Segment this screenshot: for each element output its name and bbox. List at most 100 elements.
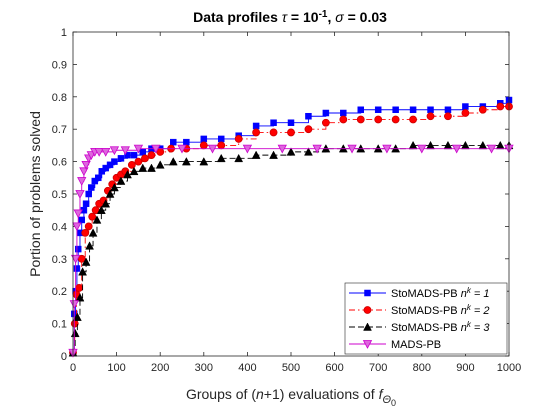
data-point (75, 284, 84, 292)
x-axis-label: Groups of (n+1) evaluations of fΘ0 (186, 386, 396, 408)
data-point (79, 167, 89, 177)
data-point (277, 144, 287, 154)
data-point (70, 254, 81, 264)
data-point (322, 109, 330, 117)
data-point (85, 241, 94, 250)
data-point (147, 163, 156, 172)
data-point (92, 215, 102, 224)
y-tick-label: 1 (61, 27, 67, 39)
data-point (75, 293, 85, 302)
data-point (88, 184, 95, 191)
x-tick-label: 400 (238, 362, 256, 374)
data-point (110, 182, 119, 192)
data-point (74, 245, 82, 253)
data-point (234, 153, 244, 163)
x-tick-label: 600 (325, 362, 343, 374)
data-point (155, 160, 165, 169)
data-point (374, 115, 383, 124)
data-point (181, 157, 191, 166)
data-point (304, 125, 313, 134)
data-point (101, 199, 111, 208)
data-point (85, 190, 92, 198)
data-point (217, 141, 226, 150)
data-point (269, 150, 278, 159)
x-tick-label: 200 (151, 362, 169, 374)
y-tick-label: 0.6 (52, 157, 67, 169)
legend-label: StoMADS-PB nk = 3 (391, 320, 490, 334)
data-point (444, 106, 452, 114)
data-point (130, 151, 138, 159)
x-tick-label: 500 (282, 362, 300, 374)
data-point (78, 216, 85, 224)
data-point (170, 138, 177, 146)
data-point (234, 135, 243, 143)
data-point (304, 147, 313, 156)
x-tick-label: 300 (195, 362, 213, 374)
data-point (409, 106, 417, 114)
axes-frame (72, 31, 510, 357)
data-point (139, 148, 147, 156)
data-point (138, 163, 148, 172)
data-point (199, 157, 209, 166)
legend-marker (363, 322, 372, 331)
x-tick-label: 0 (70, 362, 76, 374)
data-point (216, 153, 226, 163)
legend-label: MADS-PB (391, 339, 441, 351)
data-point (88, 228, 98, 237)
data-point (417, 144, 427, 154)
data-point (116, 176, 126, 185)
data-point (347, 144, 357, 154)
axis-ticks: 0 100 200 300 400 500 600 700 800 900 1000 0 0.1 0.2 0… (52, 27, 522, 374)
data-point (207, 144, 218, 154)
data-point (287, 119, 295, 126)
data-point (357, 106, 365, 114)
data-point (127, 160, 136, 169)
data-point (409, 115, 417, 124)
data-point (81, 160, 91, 170)
data-point (73, 209, 83, 219)
data-point (251, 150, 261, 159)
y-tick-label: 0.1 (52, 319, 67, 331)
data-point (496, 102, 505, 111)
data-point (111, 158, 118, 165)
data-point (177, 144, 187, 154)
data-point (151, 144, 161, 154)
y-tick-label: 0.7 (52, 124, 67, 136)
x-tick-label: 1000 (497, 362, 521, 374)
y-tick-label: 0.5 (52, 189, 67, 201)
data-point (269, 128, 278, 137)
legend-label: StoMADS-PB nk = 2 (391, 303, 489, 317)
data-point (77, 177, 87, 186)
data-point (427, 106, 434, 114)
data-point (478, 105, 487, 114)
data-point (109, 146, 120, 156)
data-point (199, 141, 208, 150)
y-tick-label: 0.4 (52, 221, 67, 233)
data-point (452, 144, 462, 154)
data-point (105, 189, 115, 198)
data-point (374, 106, 382, 114)
y-tick-label: 0.2 (52, 286, 67, 298)
data-point (287, 128, 295, 137)
y-axis-label: Portion of problems solved (27, 111, 43, 277)
data-point (147, 151, 156, 160)
data-point (217, 135, 225, 143)
data-point (95, 174, 102, 182)
data-point (305, 112, 312, 120)
data-point (462, 103, 469, 110)
data-point (96, 205, 106, 214)
data-point (339, 115, 348, 124)
legend: StoMADS-PB nk = 1 StoMADS-PB nk = 2 StoMAD… (344, 282, 508, 355)
legend-label: StoMADS-PB nk = 1 (391, 286, 489, 300)
y-tick-label: 0 (61, 351, 67, 363)
data-point (391, 115, 400, 124)
x-tick-label: 700 (369, 362, 387, 374)
data-point (312, 144, 322, 154)
x-tick-label: 800 (413, 362, 431, 374)
y-tick-label: 0.3 (52, 254, 67, 266)
data-point (73, 265, 81, 272)
data-point (270, 119, 277, 126)
data-point (72, 312, 82, 321)
data-point (168, 157, 178, 166)
